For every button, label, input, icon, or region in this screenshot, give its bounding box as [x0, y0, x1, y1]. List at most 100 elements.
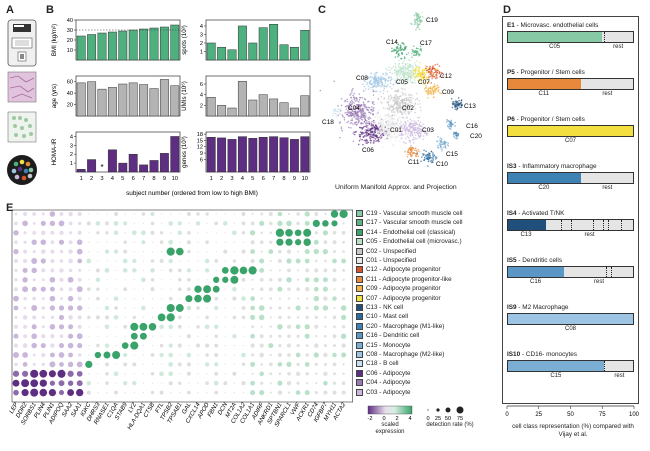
- expression-dot: [268, 287, 273, 292]
- subject-tick: 1: [80, 176, 83, 182]
- expression-dot: [133, 213, 135, 215]
- cluster-legend-label: C09 - Adipocyte progenitor: [366, 285, 441, 293]
- expression-dot: [242, 288, 245, 290]
- subcluster-divider: [620, 220, 622, 230]
- expression-dot: [13, 248, 19, 255]
- cluster-legend-label: C01 - Unspecified: [366, 257, 417, 264]
- y-tick-label: 10: [67, 48, 73, 54]
- expression-dot: [87, 287, 91, 291]
- expression-dot: [132, 258, 137, 264]
- expression-dot: [177, 287, 182, 292]
- expression-dot: [230, 275, 239, 284]
- expression-dot: [88, 251, 90, 253]
- panel-b-letter: B: [46, 4, 54, 16]
- expression-dot: [222, 221, 228, 226]
- expression-dot: [188, 382, 190, 384]
- rest-segment-label: rest: [584, 232, 595, 238]
- expression-dot: [305, 344, 309, 347]
- expression-dot: [322, 305, 329, 311]
- expression-dot: [22, 315, 28, 320]
- expression-dot: [31, 305, 38, 311]
- expression-dot: [177, 230, 182, 235]
- expression-dot: [114, 390, 119, 395]
- expression-dot: [150, 259, 155, 263]
- expression-dot: [312, 219, 320, 228]
- bar-4: [107, 149, 117, 173]
- expression-dot: [259, 352, 264, 358]
- dotplot-row-12: [13, 322, 346, 331]
- expression-dot: [313, 286, 319, 292]
- expression-dot: [268, 211, 273, 217]
- expression-dot: [68, 287, 73, 292]
- y-tick-label: 3: [70, 143, 73, 149]
- subcluster-divider: [608, 220, 609, 230]
- expression-dot: [14, 240, 18, 244]
- expression-dot: [77, 230, 82, 235]
- expression-dot: [87, 315, 91, 320]
- y-tick-label: 4: [70, 134, 73, 140]
- expression-dot: [14, 221, 18, 226]
- expression-dot: [23, 240, 27, 244]
- expression-dot: [130, 332, 138, 340]
- expression-dot: [242, 260, 245, 262]
- expression-dot: [215, 232, 217, 234]
- size-tick-4: 75: [457, 416, 463, 422]
- representation-bar: [507, 31, 634, 43]
- expression-dot: [205, 353, 209, 357]
- expression-dot: [161, 298, 163, 300]
- expression-dot: [332, 362, 337, 367]
- expression-dot: [32, 315, 37, 320]
- expression-dot: [250, 390, 256, 396]
- expression-dot: [269, 334, 273, 338]
- expression-dot: [196, 306, 200, 310]
- size-tick-2: 25: [435, 416, 441, 422]
- y-tick-label: 4: [200, 93, 203, 99]
- expression-dot: [322, 230, 328, 236]
- expression-dot: [21, 389, 29, 397]
- expression-dot: [206, 392, 208, 394]
- expression-dot: [331, 220, 338, 227]
- expression-dot: [258, 314, 265, 321]
- expression-dot: [159, 240, 164, 245]
- bar-5: [248, 138, 258, 173]
- panel-d-row: IS4 - Activated T/NK C13 rest: [507, 210, 634, 240]
- expression-dot: [323, 344, 327, 348]
- expression-dot: [150, 287, 155, 292]
- expression-dot: [32, 278, 36, 282]
- subject-tick: 7: [272, 176, 275, 182]
- expression-dot: [233, 307, 235, 309]
- expression-dot: [224, 316, 226, 318]
- expression-dot: [304, 390, 310, 396]
- expression-dot: [287, 391, 291, 394]
- expression-dot: [142, 316, 144, 318]
- umap-cluster-c16: [445, 118, 456, 130]
- expression-dot: [260, 250, 263, 253]
- expression-dot: [250, 314, 256, 320]
- expression-dot: [251, 287, 254, 291]
- expression-dot: [67, 380, 74, 386]
- expression-dot: [278, 315, 282, 320]
- bar-10: [170, 24, 180, 61]
- expression-dot: [40, 220, 46, 226]
- cluster-legend-item: C19 - Vascular smooth muscle cell: [356, 210, 462, 217]
- expression-dot: [332, 296, 337, 301]
- expression-dot: [214, 334, 218, 338]
- expression-dot: [222, 276, 229, 283]
- panel-b-right-0: spots (10³) 4 3 2 1: [181, 19, 311, 61]
- expression-dot: [49, 305, 56, 311]
- expression-dot: [105, 221, 109, 226]
- d-axis-tick: 25: [535, 412, 542, 418]
- cluster-legend-item: C16 - Dendritic cell: [356, 332, 419, 340]
- expression-dot: [123, 221, 128, 226]
- dotplot-row-13: [13, 332, 347, 340]
- expression-dot: [67, 333, 74, 339]
- cluster-swatch: [356, 351, 363, 358]
- cluster-legend-label: C15 - Monocyte: [366, 341, 411, 349]
- expression-dot: [104, 305, 110, 311]
- expression-dot: [88, 335, 90, 337]
- expression-dot: [67, 276, 74, 283]
- expression-dot: [249, 230, 256, 236]
- panel-e-letter: E: [6, 202, 14, 214]
- expression-dot: [133, 354, 135, 356]
- expression-dot: [41, 306, 46, 310]
